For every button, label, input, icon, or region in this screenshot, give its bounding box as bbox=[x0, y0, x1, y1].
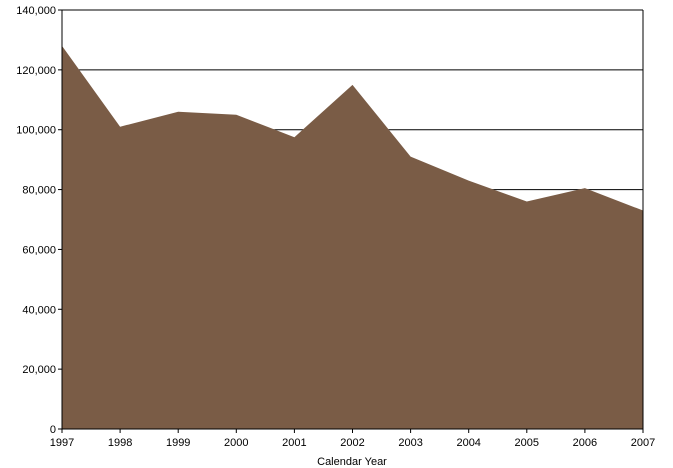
x-tick-label-2004: 2004 bbox=[456, 437, 480, 449]
x-tick-label-1999: 1999 bbox=[166, 437, 190, 449]
y-tick-label-5: 100,000 bbox=[16, 125, 56, 137]
x-tick-label-2002: 2002 bbox=[340, 437, 364, 449]
y-tick-label-4: 80,000 bbox=[22, 185, 56, 197]
x-tick-label-2007: 2007 bbox=[631, 437, 655, 449]
x-axis-title: Calendar Year bbox=[317, 456, 387, 468]
area-fill bbox=[62, 45, 643, 430]
y-tick-label-6: 120,000 bbox=[16, 65, 56, 77]
y-tick-label-1: 20,000 bbox=[22, 364, 56, 376]
x-tick-label-2003: 2003 bbox=[398, 437, 422, 449]
y-tick-labels: 0 20,000 40,000 60,000 80,000 100,000 120,000 1… bbox=[16, 5, 56, 436]
axes bbox=[58, 9, 644, 433]
y-tick-label-3: 60,000 bbox=[22, 244, 56, 256]
x-tick-label-2005: 2005 bbox=[515, 437, 539, 449]
y-tick-label-7: 140,000 bbox=[16, 5, 56, 17]
x-tick-label-2006: 2006 bbox=[573, 437, 597, 449]
y-tick-label-0: 0 bbox=[50, 424, 56, 436]
y-tick-label-2: 40,000 bbox=[22, 304, 56, 316]
x-tick-label-1998: 1998 bbox=[108, 437, 132, 449]
x-tick-labels: 1997 1998 1999 2000 2001 2002 2003 2004 2005 2006… bbox=[50, 437, 655, 449]
area-series bbox=[62, 45, 643, 430]
x-tick-label-2001: 2001 bbox=[282, 437, 306, 449]
x-tick-label-1997: 1997 bbox=[50, 437, 74, 449]
x-tick-label-2000: 2000 bbox=[224, 437, 248, 449]
